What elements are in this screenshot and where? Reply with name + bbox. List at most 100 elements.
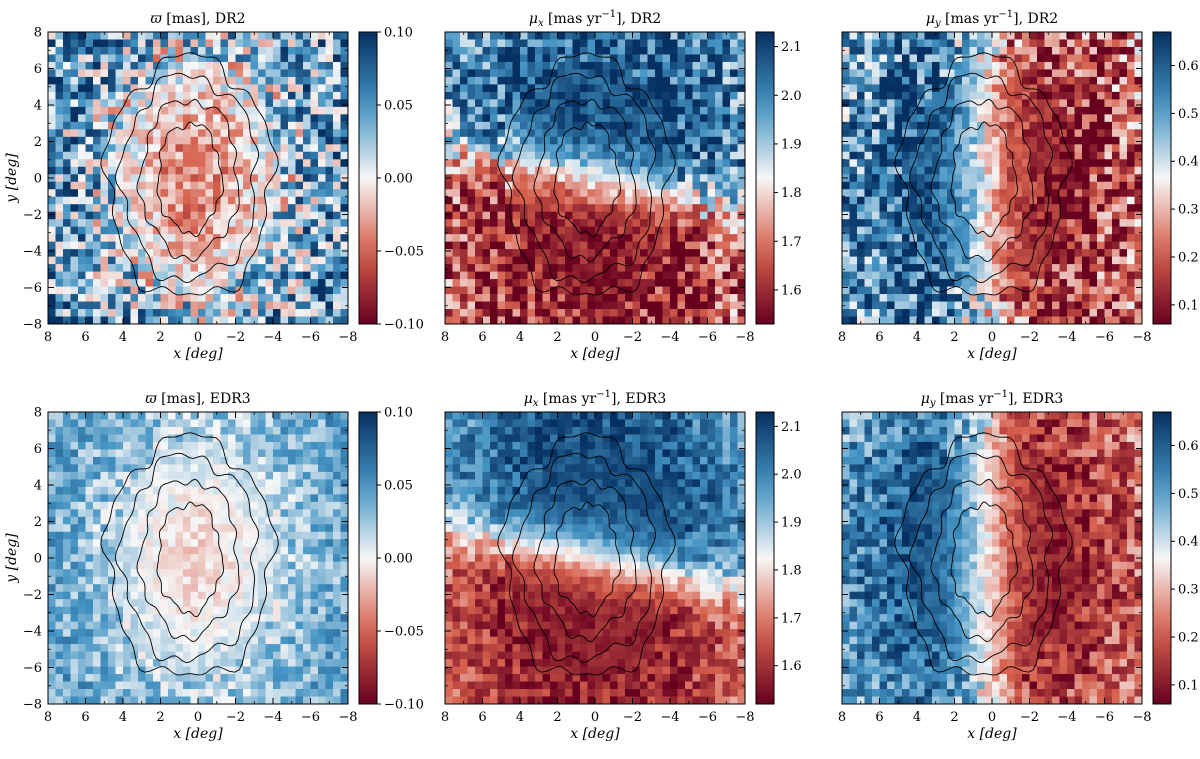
heatmap-cell: [647, 84, 656, 93]
heatmap-cell: [917, 189, 926, 198]
heatmap-cell: [685, 54, 694, 63]
heatmap-cell: [527, 174, 536, 183]
heatmap-cell: [512, 84, 521, 93]
heatmap-cell: [325, 114, 334, 123]
heatmap-cell: [617, 136, 626, 145]
heatmap-cell: [707, 196, 716, 205]
heatmap-cell: [108, 144, 117, 153]
heatmap-cell: [595, 264, 604, 273]
heatmap-cell: [153, 46, 162, 56]
heatmap-cell: [250, 241, 259, 250]
heatmap-cell: [715, 271, 724, 280]
heatmap-cell: [610, 249, 619, 258]
heatmap-cell: [490, 91, 499, 100]
heatmap-cell: [1134, 151, 1142, 160]
heatmap-cell: [917, 106, 926, 115]
heatmap-cell: [580, 39, 589, 48]
heatmap-cell: [1029, 114, 1038, 123]
heatmap-cell: [595, 61, 604, 71]
heatmap-cell: [632, 136, 641, 145]
heatmap-cell: [55, 189, 64, 198]
heatmap-cell: [1014, 256, 1023, 265]
heatmap-cell: [722, 256, 731, 265]
heatmap-cell: [1097, 256, 1106, 265]
heatmap-cell: [445, 279, 454, 288]
heatmap-cell: [280, 151, 289, 160]
heatmap-cell: [1089, 211, 1098, 220]
heatmap-cell: [542, 256, 551, 265]
heatmap-cell: [887, 46, 896, 56]
heatmap-cell: [527, 91, 536, 100]
heatmap-cell: [1044, 264, 1053, 273]
heatmap-cell: [497, 32, 506, 41]
heatmap-cell: [78, 219, 87, 228]
heatmap-cell: [1127, 256, 1136, 265]
heatmap-cell: [1014, 196, 1023, 205]
heatmap-cell: [1052, 279, 1061, 288]
heatmap-cell: [1089, 39, 1098, 48]
heatmap-cell: [295, 61, 304, 71]
heatmap-cell: [153, 114, 162, 123]
heatmap-cell: [490, 69, 499, 78]
heatmap-cell: [527, 181, 536, 190]
y-tick-label: 0: [34, 172, 42, 187]
heatmap-cell: [78, 264, 87, 273]
heatmap-cell: [1119, 286, 1128, 295]
heatmap-cell: [587, 144, 596, 153]
heatmap-cell: [572, 264, 581, 273]
heatmap-cell: [902, 144, 911, 153]
heatmap-cell: [220, 76, 229, 86]
heatmap-cell: [849, 106, 858, 115]
heatmap-cell: [475, 39, 484, 48]
heatmap-cell: [183, 226, 192, 235]
heatmap-cell: [692, 121, 701, 130]
heatmap-cell: [842, 301, 851, 310]
heatmap-cell: [85, 241, 94, 250]
heatmap-cell: [318, 226, 327, 235]
heatmap-cell: [692, 294, 701, 303]
heatmap-cell: [482, 136, 491, 145]
heatmap-cell: [737, 69, 745, 78]
heatmap-cell: [565, 301, 574, 310]
heatmap-cell: [228, 301, 237, 310]
heatmap-cell: [1022, 294, 1031, 303]
heatmap-cell: [1112, 114, 1121, 123]
heatmap-cell: [175, 241, 184, 250]
heatmap-cell: [175, 189, 184, 198]
heatmap-cell: [190, 46, 199, 56]
heatmap-cell: [235, 301, 244, 310]
heatmap-cell: [924, 91, 933, 100]
heatmap-cell: [947, 174, 956, 183]
heatmap-cell: [265, 301, 274, 310]
heatmap-cell: [647, 301, 656, 310]
heatmap-cell: [183, 91, 192, 100]
heatmap-cell: [722, 32, 731, 41]
heatmap-cell: [153, 99, 162, 108]
heatmap-cell: [258, 106, 267, 115]
heatmap-cell: [872, 286, 881, 295]
heatmap-cell: [198, 279, 207, 288]
heatmap-cell: [864, 286, 873, 295]
heatmap-cell: [587, 32, 596, 41]
heatmap-cell: [1119, 189, 1128, 198]
heatmap-cell: [70, 301, 79, 310]
heatmap-cell: [1059, 39, 1068, 48]
heatmap-cell: [445, 76, 454, 86]
heatmap-cell: [849, 219, 858, 228]
heatmap-cell: [295, 99, 304, 108]
heatmap-cell: [1074, 69, 1083, 78]
heatmap-cell: [857, 271, 866, 280]
heatmap-cell: [243, 286, 252, 295]
heatmap-cell: [535, 121, 544, 130]
heatmap-cell: [932, 159, 941, 168]
heatmap-cell: [505, 226, 514, 235]
heatmap-cell: [999, 279, 1008, 288]
heatmap-cell: [685, 99, 694, 108]
heatmap-cell: [722, 106, 731, 115]
heatmap-cell: [452, 234, 461, 243]
heatmap-cell: [849, 91, 858, 100]
heatmap-cell: [325, 136, 334, 145]
heatmap-cell: [340, 211, 348, 220]
heatmap-cell: [1052, 54, 1061, 63]
heatmap-cell: [243, 114, 252, 123]
